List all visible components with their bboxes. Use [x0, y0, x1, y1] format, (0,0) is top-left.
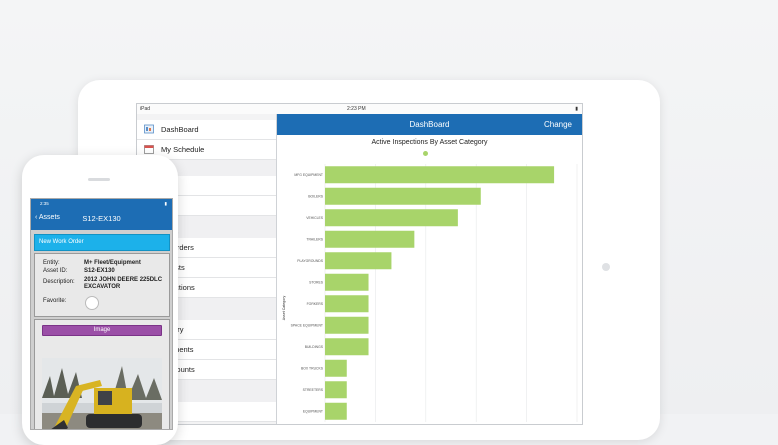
status-time: 2:35 [40, 201, 49, 206]
bar[interactable] [325, 187, 481, 205]
excavator-photo [42, 358, 162, 429]
tick-label: STORES [309, 280, 324, 284]
dashboard-title: DashBoard [409, 120, 450, 129]
back-button[interactable]: ‹ Assets [35, 214, 60, 221]
bar[interactable] [325, 209, 458, 227]
dashboard-panel: DashBoard Change Active Inspections By A… [277, 114, 582, 424]
bar[interactable] [325, 273, 369, 291]
asset-id-label: Asset ID: [43, 268, 68, 274]
bar[interactable] [325, 252, 392, 270]
new-work-order-label: New Work Order [39, 239, 84, 245]
battery-icon: ▮ [164, 201, 167, 206]
sidebar-item-dashboard[interactable]: DashBoard [137, 120, 276, 140]
bar[interactable] [325, 381, 347, 399]
tick-label: FORKERS [307, 302, 324, 306]
tick-label: STREETERS [303, 388, 324, 392]
tick-label: EQUIPMENT [303, 409, 323, 413]
tick-label: BUILDINGS [305, 345, 324, 349]
chart-title: Active Inspections By Asset Category [371, 139, 488, 146]
tick-label: BOILERS [308, 194, 323, 198]
ipad-status-bar: iPad 2:23 PM ▮ [137, 104, 582, 114]
bar[interactable] [325, 402, 347, 420]
image-button[interactable]: Image [42, 325, 162, 336]
asset-id-value: S12-EX130 [84, 268, 115, 274]
legend-marker [423, 151, 428, 156]
nav-title: S12-EX130 [82, 214, 121, 223]
image-card: Image [34, 319, 170, 429]
y-axis-label: Asset Category [282, 296, 286, 321]
bar[interactable] [325, 316, 369, 334]
change-button[interactable]: Change [543, 120, 572, 129]
iphone-screen: 2:35 ▮ ‹ Assets S12-EX130 New Work Order… [30, 198, 173, 430]
tick-label: VEHICLES [306, 216, 324, 220]
ipad-home-button [602, 263, 610, 271]
carrier-label: iPad [140, 106, 151, 112]
dashboard-header: DashBoard Change [277, 114, 582, 135]
tick-label: SPACE EQUIPMENT [291, 323, 323, 327]
sidebar-item-label: tments [171, 345, 194, 354]
favorite-toggle[interactable] [85, 296, 99, 310]
bar[interactable] [325, 295, 369, 313]
calendar-icon [144, 145, 154, 154]
tick-label: TRAILERS [306, 237, 323, 241]
sidebar-item-label: Counts [171, 365, 195, 374]
tick-label: MFG EQUIPMENT [294, 173, 323, 177]
asset-details-card: Entity: M+ Fleet/Equipment Asset ID: S12… [34, 253, 170, 317]
sidebar-item-label: DashBoard [161, 125, 199, 134]
sidebar-item-label: ections [171, 283, 195, 292]
back-label: Assets [38, 214, 60, 221]
bar-chart: Asset Category MFG EQUIPMENT BOILERS VEHICL… [282, 164, 578, 422]
bar[interactable] [325, 166, 555, 184]
bar[interactable] [325, 359, 347, 377]
entity-label: Entity: [43, 260, 60, 266]
new-work-order-button[interactable]: New Work Order [34, 234, 170, 251]
description-label: Description: [43, 279, 75, 285]
battery-icon: ▮ [575, 106, 578, 112]
description-value: 2012 JOHN DEERE 225DLC EXCAVATOR [84, 277, 163, 290]
iphone-speaker [88, 178, 110, 181]
tick-label: BOX TRUCKS [301, 366, 324, 370]
sidebar-item-label: My Schedule [161, 145, 205, 154]
tick-label: PLAYGROUNDS [297, 259, 323, 263]
bar[interactable] [325, 230, 415, 248]
dashboard-icon [144, 124, 154, 134]
favorite-label: Favorite: [43, 298, 67, 304]
iphone-nav-bar: ‹ Assets S12-EX130 [31, 208, 172, 230]
bar[interactable] [325, 338, 369, 356]
sidebar-item-label: Orders [171, 243, 194, 252]
status-time: 2:23 PM [347, 106, 366, 112]
ipad-screen: iPad 2:23 PM ▮ DashBoard My Schedule s S… [136, 103, 583, 425]
iphone-status-bar: 2:35 ▮ [31, 199, 172, 208]
sidebar-item-my-schedule[interactable]: My Schedule [137, 140, 276, 160]
entity-value: M+ Fleet/Equipment [84, 260, 141, 266]
